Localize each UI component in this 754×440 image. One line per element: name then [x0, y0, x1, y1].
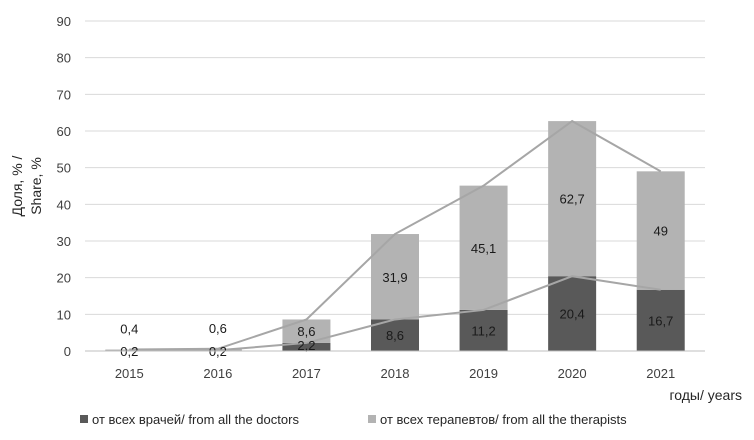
x-tick-label: 2016 — [203, 366, 232, 381]
data-label-therapists: 62,7 — [559, 192, 584, 207]
data-label-therapists: 31,9 — [382, 270, 407, 285]
x-axis-ticks: 2015 2016 2017 2018 2019 2020 2021 — [115, 366, 675, 381]
data-label-doctors: 16,7 — [648, 313, 673, 328]
x-tick-label: 2019 — [469, 366, 498, 381]
bars — [105, 121, 685, 351]
bar-therapists-2017 — [282, 319, 331, 343]
bar-doctors-2017 — [282, 342, 331, 351]
bar-doctors-2021 — [636, 289, 685, 351]
trend-line-doctors — [129, 275, 661, 352]
legend-swatch — [80, 415, 88, 423]
data-label-therapists: 45,1 — [471, 241, 496, 256]
data-label-therapists: 8,6 — [297, 324, 315, 339]
trend-lines — [129, 119, 662, 352]
gridlines — [85, 20, 705, 315]
legend: от всех врачей/ from all the doctors от в… — [80, 412, 627, 427]
trend-line-therapists — [129, 119, 662, 351]
y-axis-ticks: 0 10 20 30 40 50 60 70 80 90 — [57, 14, 71, 359]
x-tick-label: 2018 — [381, 366, 410, 381]
legend-label: от всех врачей/ from all the doctors — [92, 412, 299, 427]
data-label-therapists: 0,6 — [209, 321, 227, 336]
y-tick-label: 10 — [57, 307, 71, 322]
bar-therapists-2021 — [636, 171, 685, 290]
y-tick-label: 20 — [57, 271, 71, 286]
data-label-doctors: 11,2 — [471, 323, 495, 338]
y-tick-label: 80 — [57, 51, 71, 66]
x-tick-label: 2017 — [292, 366, 321, 381]
data-label-doctors: 20,4 — [559, 307, 584, 322]
y-tick-label: 40 — [57, 197, 71, 212]
bar-doctors-2020 — [548, 276, 597, 351]
y-tick-label: 0 — [64, 344, 71, 359]
bar-doctors-2019 — [459, 309, 508, 351]
y-tick-label: 50 — [57, 161, 71, 176]
data-labels: 0,20,40,20,62,28,6 8,631,911,245,120,462,… — [120, 192, 673, 359]
x-tick-label: 2015 — [115, 366, 144, 381]
y-axis-title-line1: Доля, % / — [9, 155, 25, 216]
bar-therapists-2015 — [105, 349, 154, 351]
x-tick-label: 2020 — [558, 366, 587, 381]
y-axis-title-line2: Share, % — [28, 157, 44, 215]
legend-label: от всех терапевтов/ from all the therapi… — [380, 412, 627, 427]
bar-therapists-2020 — [548, 121, 597, 277]
data-label-therapists: 49 — [653, 224, 667, 239]
y-tick-label: 90 — [57, 14, 71, 29]
legend-swatch — [368, 415, 376, 423]
data-label-doctors: 2,2 — [297, 338, 315, 353]
data-label-doctors: 8,6 — [386, 328, 404, 343]
y-tick-label: 70 — [57, 87, 71, 102]
x-axis-title: годы/ years — [669, 387, 742, 403]
y-tick-label: 60 — [57, 124, 71, 139]
x-tick-label: 2021 — [646, 366, 675, 381]
data-label-therapists: 0,4 — [120, 322, 138, 337]
y-tick-label: 30 — [57, 234, 71, 249]
bar-therapists-2019 — [459, 185, 508, 310]
